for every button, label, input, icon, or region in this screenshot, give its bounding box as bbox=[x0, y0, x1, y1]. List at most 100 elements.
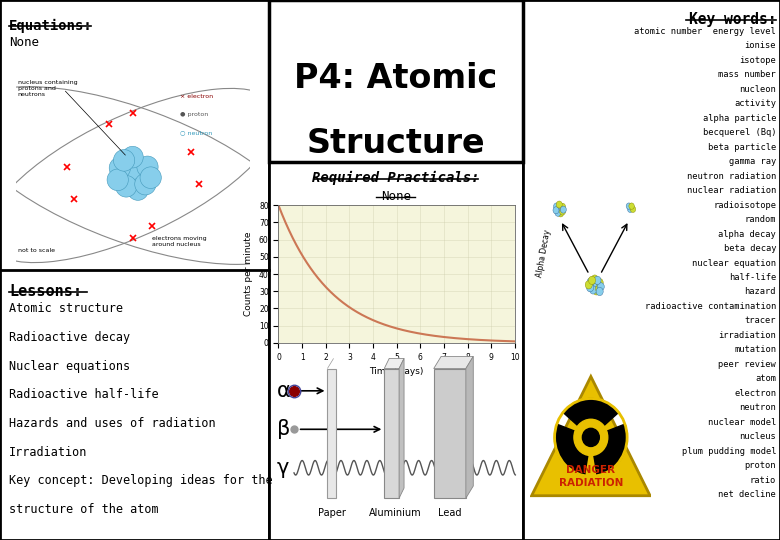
Text: Key concept: Developing ideas for the: Key concept: Developing ideas for the bbox=[9, 474, 273, 487]
Circle shape bbox=[554, 203, 559, 210]
Text: atomic number  energy level: atomic number energy level bbox=[634, 27, 776, 36]
Text: Radioactive half-life: Radioactive half-life bbox=[9, 388, 159, 401]
Circle shape bbox=[140, 167, 161, 188]
Text: nuclear model: nuclear model bbox=[708, 418, 776, 427]
Text: mutation: mutation bbox=[734, 346, 776, 354]
Text: nucleus containing
protons and
neutrons: nucleus containing protons and neutrons bbox=[18, 80, 77, 97]
Circle shape bbox=[558, 210, 564, 217]
Bar bbox=[269, 0, 523, 540]
Bar bbox=[523, 0, 780, 540]
Text: structure of the atom: structure of the atom bbox=[9, 503, 159, 516]
Text: tracer: tracer bbox=[745, 316, 776, 326]
Text: DANGER: DANGER bbox=[566, 465, 615, 475]
Text: radioisotope: radioisotope bbox=[713, 201, 776, 210]
Circle shape bbox=[559, 203, 566, 210]
Text: gamma ray: gamma ray bbox=[729, 157, 776, 166]
Circle shape bbox=[627, 206, 633, 212]
Text: not to scale: not to scale bbox=[18, 248, 55, 253]
Polygon shape bbox=[466, 356, 473, 498]
Circle shape bbox=[594, 276, 601, 285]
Polygon shape bbox=[328, 359, 334, 368]
Circle shape bbox=[113, 150, 135, 171]
Text: mass number: mass number bbox=[718, 70, 776, 79]
Text: Structure: Structure bbox=[307, 126, 485, 160]
Circle shape bbox=[122, 146, 144, 168]
Text: None: None bbox=[9, 36, 39, 49]
Text: proton: proton bbox=[745, 461, 776, 470]
Text: alpha decay: alpha decay bbox=[718, 230, 776, 239]
Circle shape bbox=[596, 285, 603, 293]
Circle shape bbox=[115, 176, 136, 197]
Circle shape bbox=[593, 287, 600, 295]
Text: Irradiation: Irradiation bbox=[9, 446, 87, 458]
Wedge shape bbox=[555, 424, 588, 476]
Text: P4: Atomic: P4: Atomic bbox=[294, 62, 498, 95]
Circle shape bbox=[585, 281, 592, 289]
Text: neutron: neutron bbox=[739, 403, 776, 412]
Text: Key words:: Key words: bbox=[689, 12, 776, 27]
Circle shape bbox=[629, 203, 634, 210]
Text: net decline: net decline bbox=[718, 490, 776, 499]
Circle shape bbox=[109, 157, 130, 179]
Text: electrons moving
around nucleus: electrons moving around nucleus bbox=[152, 236, 207, 247]
Polygon shape bbox=[434, 356, 473, 368]
Y-axis label: Counts per minute: Counts per minute bbox=[244, 232, 254, 316]
Circle shape bbox=[556, 206, 562, 213]
Circle shape bbox=[583, 428, 599, 447]
Text: Atomic structure: Atomic structure bbox=[9, 302, 123, 315]
X-axis label: Time (Days): Time (Days) bbox=[370, 367, 424, 376]
Text: Hazards and uses of radiation: Hazards and uses of radiation bbox=[9, 417, 216, 430]
Circle shape bbox=[556, 201, 562, 208]
Text: β: β bbox=[277, 419, 290, 440]
Text: ● proton: ● proton bbox=[180, 112, 209, 117]
Text: Radioactive decay: Radioactive decay bbox=[9, 331, 130, 344]
Text: ○ neutron: ○ neutron bbox=[180, 131, 213, 136]
Bar bbox=[434, 368, 466, 498]
Text: Alpha Decay: Alpha Decay bbox=[534, 230, 552, 279]
Circle shape bbox=[560, 206, 566, 213]
Circle shape bbox=[597, 282, 604, 291]
Circle shape bbox=[553, 207, 559, 214]
Circle shape bbox=[107, 169, 129, 191]
Bar bbox=[385, 368, 399, 498]
Text: nuclear radiation: nuclear radiation bbox=[687, 186, 776, 195]
Text: electron: electron bbox=[734, 389, 776, 398]
Text: nuclear equation: nuclear equation bbox=[692, 259, 776, 267]
Text: random: random bbox=[745, 215, 776, 224]
Text: Equations:: Equations: bbox=[9, 19, 93, 33]
Text: beta decay: beta decay bbox=[724, 244, 776, 253]
Text: α: α bbox=[277, 381, 290, 401]
Circle shape bbox=[559, 208, 566, 215]
Circle shape bbox=[136, 156, 158, 178]
Text: plum pudding model: plum pudding model bbox=[682, 447, 776, 456]
Circle shape bbox=[591, 275, 598, 283]
Polygon shape bbox=[399, 359, 404, 498]
Polygon shape bbox=[328, 368, 336, 498]
Text: half-life: half-life bbox=[729, 273, 776, 282]
Text: Aluminium: Aluminium bbox=[369, 508, 422, 518]
Circle shape bbox=[587, 284, 594, 292]
Circle shape bbox=[555, 210, 561, 217]
Text: Required Practicals:: Required Practicals: bbox=[312, 171, 480, 185]
Circle shape bbox=[626, 203, 632, 210]
Text: activity: activity bbox=[734, 99, 776, 109]
Text: Paper: Paper bbox=[318, 508, 346, 518]
Text: None: None bbox=[381, 190, 411, 203]
Text: hazard: hazard bbox=[745, 287, 776, 296]
Circle shape bbox=[596, 279, 603, 287]
Circle shape bbox=[135, 173, 156, 195]
Text: irradiation: irradiation bbox=[718, 331, 776, 340]
Circle shape bbox=[574, 419, 608, 456]
Text: peer review: peer review bbox=[718, 360, 776, 369]
Circle shape bbox=[122, 165, 144, 186]
Text: nucleus: nucleus bbox=[739, 432, 776, 441]
Wedge shape bbox=[563, 399, 619, 426]
Circle shape bbox=[596, 287, 603, 295]
Text: ratio: ratio bbox=[750, 476, 776, 484]
Text: becquerel (Bq): becquerel (Bq) bbox=[703, 129, 776, 137]
Text: alpha particle: alpha particle bbox=[703, 114, 776, 123]
Text: × electron: × electron bbox=[180, 94, 214, 99]
Text: beta particle: beta particle bbox=[708, 143, 776, 152]
Bar bbox=[269, 0, 523, 162]
Circle shape bbox=[590, 286, 597, 294]
